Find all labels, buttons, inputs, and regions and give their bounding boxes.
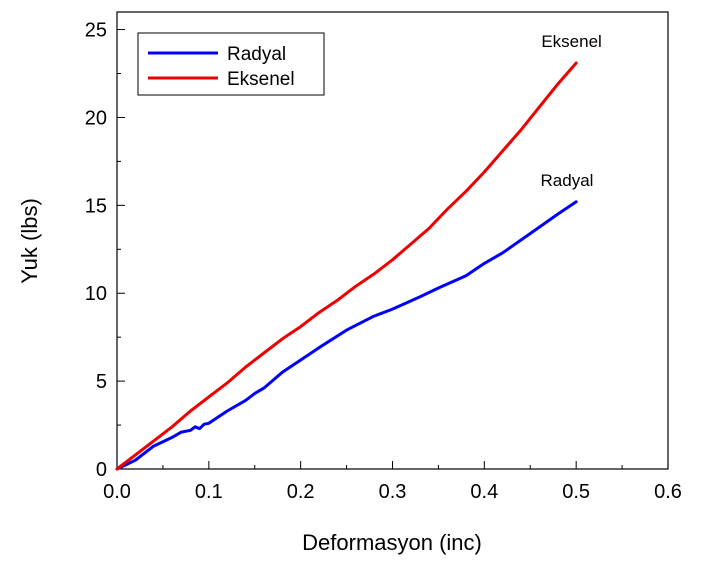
x-tick-label: 0.5 <box>562 481 590 503</box>
x-tick-label: 0.6 <box>654 481 682 503</box>
series-line-eksenel <box>115 61 578 471</box>
x-tick-label: 0.2 <box>287 481 315 503</box>
x-tick-label: 0.1 <box>195 481 223 503</box>
legend-box <box>137 32 325 96</box>
x-axis-title: Deformasyon (inc) <box>302 530 482 555</box>
series-line-radyal <box>115 200 578 471</box>
y-tick-label: 20 <box>85 107 107 129</box>
annotation-radyal: Radyal <box>541 171 594 190</box>
axis-tick-labels: 0.0 0.1 0.2 0.3 0.4 0.5 0.6 0 5 10 15 20 25 <box>85 20 682 503</box>
annotations: Eksenel Radyal <box>541 32 602 190</box>
x-tick-label: 0.4 <box>470 481 498 503</box>
y-tick-label: 15 <box>85 195 107 217</box>
annotation-eksenel: Eksenel <box>541 32 601 51</box>
y-tick-label: 10 <box>85 283 107 305</box>
legend-label-eksenel: Eksenel <box>227 69 295 90</box>
y-tick-label: 0 <box>96 459 107 481</box>
legend-label-radyal: Radyal <box>227 44 286 65</box>
x-tick-label: 0.0 <box>103 481 131 503</box>
series-lines <box>115 61 578 471</box>
y-axis-title: Yuk (lbs) <box>17 198 42 284</box>
y-tick-label: 5 <box>96 371 107 393</box>
axis-ticks <box>116 29 669 470</box>
y-tick-label: 25 <box>85 20 107 42</box>
x-tick-label: 0.3 <box>379 481 407 503</box>
legend: Radyal Eksenel <box>137 32 325 96</box>
